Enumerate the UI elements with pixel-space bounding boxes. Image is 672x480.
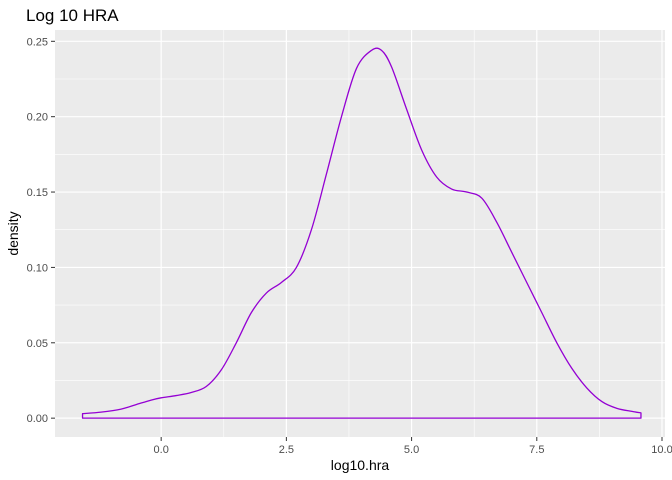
x-tick-label: 5.0 [404, 444, 419, 456]
y-tick-label: 0.05 [27, 338, 48, 350]
plot-panel [55, 30, 665, 437]
y-axis-title: density [5, 211, 21, 255]
series-layer [81, 47, 642, 419]
minor-gridlines [55, 30, 665, 437]
y-tick-label: 0.00 [27, 413, 48, 425]
x-axis: 0.0 2.5 5.0 7.5 10.0 [154, 437, 672, 456]
y-tick-label: 0.25 [27, 36, 48, 48]
x-tick-label: 7.5 [529, 444, 544, 456]
x-tick-label: 10.0 [651, 444, 672, 456]
y-axis: 0.00 0.05 0.10 0.15 0.20 0.25 [27, 36, 55, 425]
y-tick-label: 0.10 [27, 262, 48, 274]
y-tick-label: 0.20 [27, 112, 48, 124]
x-tick-label: 0.0 [154, 444, 169, 456]
y-tick-label: 0.15 [27, 187, 48, 199]
x-tick-label: 2.5 [279, 444, 294, 456]
chart-title: Log 10 HRA [26, 6, 119, 25]
x-axis-title: log10.hra [331, 457, 390, 473]
density-curve [81, 47, 642, 419]
major-gridlines [55, 30, 665, 437]
